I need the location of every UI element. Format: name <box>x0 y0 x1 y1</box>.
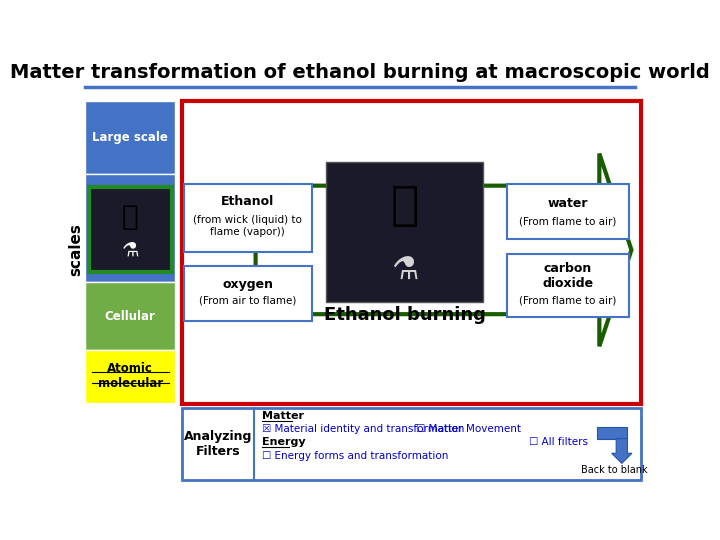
Text: carbon
dioxide: carbon dioxide <box>542 261 593 289</box>
Bar <box>326 161 483 302</box>
Text: Large scale: Large scale <box>92 131 168 144</box>
Bar <box>181 408 641 481</box>
Bar <box>86 102 175 174</box>
Text: 🔥: 🔥 <box>390 184 419 229</box>
Bar <box>86 282 175 350</box>
FancyBboxPatch shape <box>507 184 629 239</box>
Text: Matter transformation of ethanol burning at macroscopic world: Matter transformation of ethanol burning… <box>10 63 710 82</box>
FancyBboxPatch shape <box>184 266 312 321</box>
Bar <box>86 350 175 402</box>
Text: Macroscopic: Macroscopic <box>89 221 171 234</box>
Text: scales: scales <box>68 224 84 276</box>
Text: Atomic
molecular: Atomic molecular <box>98 362 163 390</box>
Bar <box>89 187 172 272</box>
Text: ☐ Matter Movement: ☐ Matter Movement <box>416 424 521 434</box>
FancyArrow shape <box>612 438 632 463</box>
Text: Ethanol: Ethanol <box>221 195 274 208</box>
Text: ☒ Material identity and transformation: ☒ Material identity and transformation <box>262 424 464 434</box>
Text: (From flame to air): (From flame to air) <box>519 217 617 227</box>
Bar <box>597 428 627 438</box>
Text: Back to blank: Back to blank <box>581 465 648 475</box>
Text: Analyzing
Filters: Analyzing Filters <box>184 430 252 458</box>
Text: Ethanol burning: Ethanol burning <box>323 306 485 324</box>
Text: ⚗: ⚗ <box>122 241 139 260</box>
Bar <box>181 100 641 404</box>
Text: water: water <box>548 197 588 210</box>
Text: (from wick (liquid) to
flame (vapor)): (from wick (liquid) to flame (vapor)) <box>193 215 302 237</box>
Text: oxygen: oxygen <box>222 278 273 291</box>
Bar <box>86 174 175 282</box>
Polygon shape <box>256 153 631 346</box>
Text: (From air to flame): (From air to flame) <box>199 295 296 306</box>
Text: (From flame to air): (From flame to air) <box>519 295 617 306</box>
Text: ☐ Energy forms and transformation: ☐ Energy forms and transformation <box>262 451 449 461</box>
FancyBboxPatch shape <box>184 184 312 252</box>
Text: Energy: Energy <box>262 437 306 447</box>
Text: 🔥: 🔥 <box>122 203 139 231</box>
FancyBboxPatch shape <box>507 254 629 318</box>
Text: Cellular: Cellular <box>105 309 156 323</box>
Text: Matter: Matter <box>262 411 304 421</box>
Text: ⚗: ⚗ <box>391 256 418 286</box>
Text: ☐ All filters: ☐ All filters <box>528 437 588 447</box>
